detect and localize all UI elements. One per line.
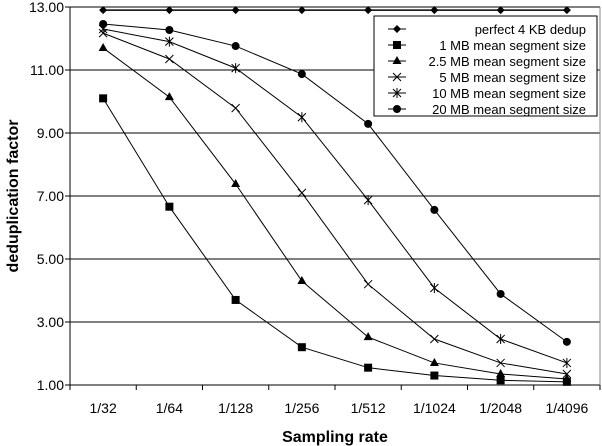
series-line (102, 47, 567, 380)
legend-label: 20 MB mean segment size (432, 102, 586, 117)
x-tick-label: 1/512 (351, 400, 386, 416)
series-line (103, 28, 568, 364)
data-point (99, 20, 108, 29)
data-point (165, 54, 174, 64)
y-tick-label: 7.00 (37, 188, 64, 204)
data-point (165, 36, 174, 47)
series-2 (98, 42, 572, 383)
data-point (231, 6, 240, 15)
data-point (297, 276, 307, 285)
data-point (165, 202, 174, 211)
legend-marker (392, 72, 402, 82)
data-point (231, 42, 240, 51)
data-point (430, 371, 439, 380)
series-line (102, 32, 567, 375)
data-point (165, 6, 174, 15)
series-line (102, 98, 567, 383)
data-point (496, 368, 506, 377)
data-point (562, 6, 571, 15)
data-point (496, 334, 505, 345)
legend-marker (393, 25, 401, 33)
data-point (364, 6, 373, 15)
data-point (363, 332, 373, 341)
data-point (562, 369, 572, 379)
series-0 (99, 6, 571, 15)
x-tick-labels: 1/32 1/64 1/128 1/256 1/512 1/1024 1/2048 1/409… (90, 400, 589, 416)
data-point (363, 195, 373, 206)
x-tick-label: 1/256 (284, 400, 319, 416)
data-point (496, 358, 505, 368)
data-point (297, 188, 307, 198)
series-5 (99, 20, 571, 346)
legend-label: 5 MB mean segment size (439, 70, 586, 85)
x-tick-label: 1/32 (90, 400, 117, 416)
data-point (297, 70, 306, 79)
y-tick-label: 13.00 (29, 0, 64, 15)
data-point (430, 205, 439, 214)
series-1 (99, 94, 571, 386)
data-point (297, 343, 306, 352)
legend-marker (393, 41, 401, 49)
legend-box (373, 15, 598, 117)
data-point (231, 63, 240, 74)
y-axis-title: deduplication factor (5, 120, 22, 273)
data-point (231, 295, 240, 304)
data-point (430, 282, 439, 293)
data-point (496, 376, 505, 385)
legend-label: 10 MB mean segment size (432, 86, 586, 101)
data-point (231, 179, 241, 188)
data-point (99, 6, 108, 15)
y-tick-labels: 1.00 3.00 5.00 7.00 9.00 11.00 13.00 (29, 0, 64, 393)
legend-marker (392, 56, 402, 64)
legend-marker (393, 105, 401, 113)
data-point (562, 374, 572, 383)
legend-marker (392, 88, 402, 98)
y-tick-label: 11.00 (30, 62, 64, 78)
legend-label: perfect 4 KB dedup (475, 22, 586, 37)
data-point (164, 92, 174, 101)
x-tick-label: 1/128 (218, 400, 253, 416)
data-point (297, 6, 306, 15)
x-tick-label: 1/64 (156, 400, 183, 416)
data-point (297, 112, 307, 123)
data-point (430, 334, 439, 344)
legend-label: 1 MB mean segment size (439, 38, 586, 53)
y-tick-label: 5.00 (37, 251, 64, 267)
gridlines (65, 6, 601, 390)
x-axis-title: Sampling rate (282, 429, 388, 446)
data-point (99, 94, 108, 103)
x-tick-label: 1/1024 (413, 400, 456, 416)
data-point (364, 363, 373, 372)
data-point (562, 357, 572, 368)
data-point (430, 6, 439, 15)
x-tick-label: 1/2048 (479, 400, 522, 416)
data-point (364, 119, 373, 128)
data-point (496, 289, 505, 298)
y-tick-label: 3.00 (37, 314, 64, 330)
legend-label: 2.5 MB mean segment size (428, 54, 586, 69)
data-point (165, 25, 174, 34)
series-3 (98, 28, 572, 379)
data-point (363, 279, 373, 289)
data-point (562, 337, 571, 346)
data-point (429, 357, 439, 366)
data-point (496, 6, 505, 15)
y-tick-label: 1.00 (37, 377, 64, 393)
y-tick-label: 9.00 (37, 125, 64, 141)
series-line (103, 23, 568, 343)
series-4 (98, 24, 572, 368)
data-point (231, 103, 240, 113)
series-group (98, 6, 572, 386)
x-tick-label: 1/4096 (545, 400, 588, 416)
data-point (98, 42, 108, 51)
